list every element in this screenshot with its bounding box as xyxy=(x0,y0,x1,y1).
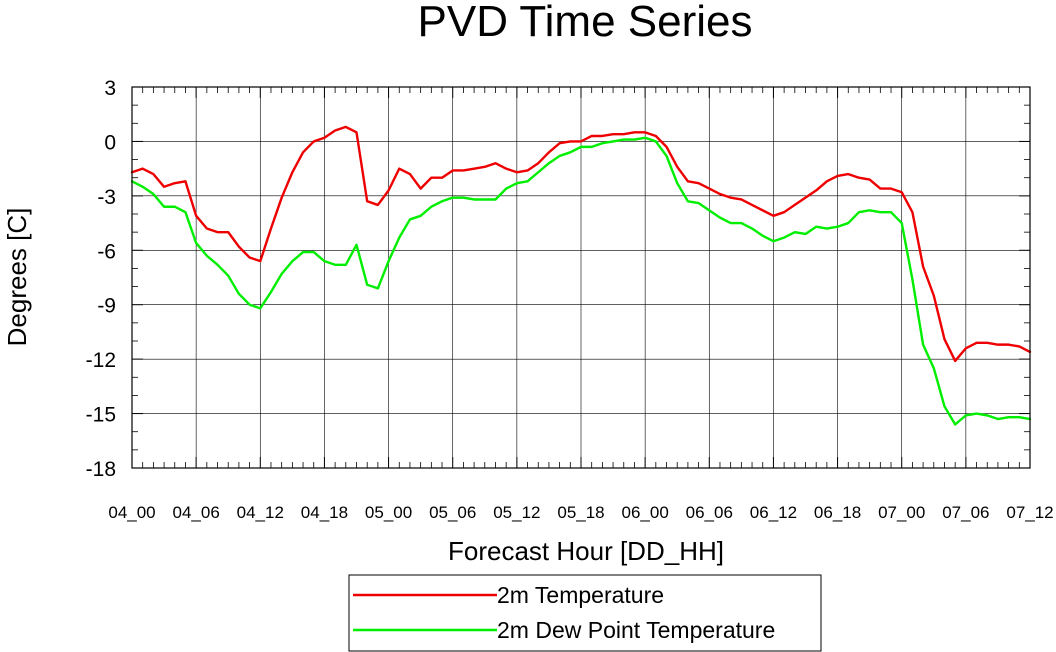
series-line-0 xyxy=(130,125,1032,363)
x-axis-tick-labels: 04_00 04_06 04_12 04_18 05_00 05_06 05_12 05_18… xyxy=(108,503,1053,522)
x-tick-label: 04_18 xyxy=(301,503,348,522)
grid xyxy=(132,87,1030,468)
x-tick-label: 05_12 xyxy=(493,503,540,522)
legend: 2m Temperature 2m Dew Point Temperature xyxy=(348,574,822,652)
y-tick-label: 0 xyxy=(104,131,116,154)
x-tick-label: 06_12 xyxy=(750,503,797,522)
x-tick-label: 04_06 xyxy=(173,503,220,522)
x-tick-label: 04_00 xyxy=(108,503,155,522)
legend-label-dew-point: 2m Dew Point Temperature xyxy=(497,617,775,643)
x-tick-label: 07_06 xyxy=(942,503,989,522)
y-axis-tick-labels: 3 0 -3 -6 -9 -12 -15 -18 xyxy=(86,77,116,481)
x-axis-label: Forecast Hour [DD_HH] xyxy=(448,536,724,566)
series-line-1 xyxy=(130,136,1032,426)
y-tick-label: -15 xyxy=(86,404,116,427)
legend-box xyxy=(348,574,822,652)
chart-title: PVD Time Series xyxy=(418,0,753,46)
y-tick-label: -6 xyxy=(97,240,116,263)
y-tick-label: -3 xyxy=(97,186,116,209)
x-tick-label: 06_06 xyxy=(686,503,733,522)
y-axis-label: Degrees [C] xyxy=(2,208,32,347)
legend-label-temperature: 2m Temperature xyxy=(497,582,664,608)
x-tick-label: 05_18 xyxy=(557,503,604,522)
y-tick-label: -9 xyxy=(97,295,116,318)
series-lines xyxy=(130,125,1032,426)
y-tick-label: 3 xyxy=(104,77,116,100)
x-tick-label: 05_06 xyxy=(429,503,476,522)
x-tick-label: 05_00 xyxy=(365,503,412,522)
x-tick-label: 06_00 xyxy=(622,503,669,522)
x-tick-label: 07_00 xyxy=(878,503,925,522)
y-tick-label: -12 xyxy=(86,349,116,372)
x-tick-label: 04_12 xyxy=(237,503,284,522)
x-tick-label: 06_18 xyxy=(814,503,861,522)
axis-ticks xyxy=(131,86,1031,469)
x-tick-label: 07_12 xyxy=(1006,503,1053,522)
y-tick-label: -18 xyxy=(86,458,116,481)
